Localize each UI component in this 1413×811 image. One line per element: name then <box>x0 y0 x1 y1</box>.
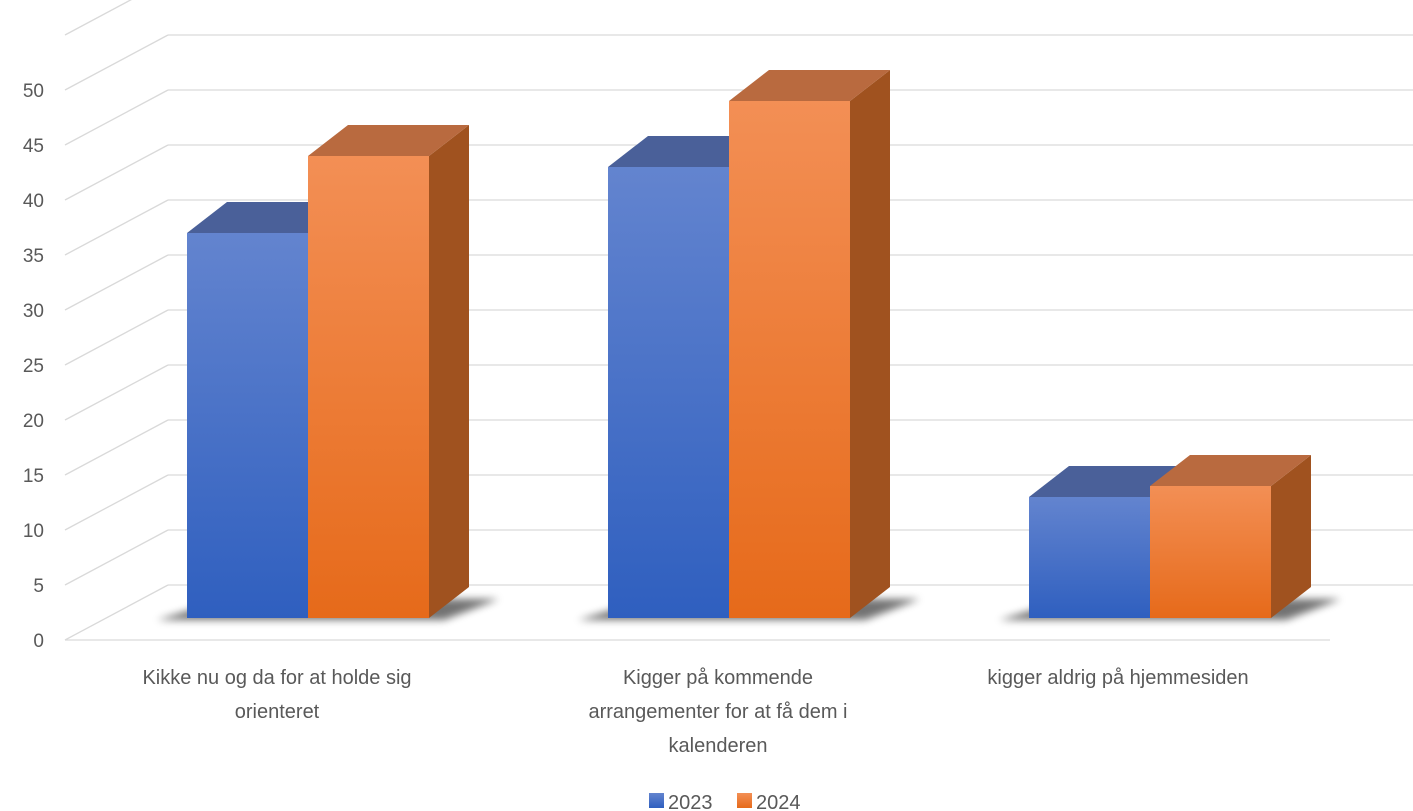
y-tick-label: 25 <box>23 356 44 377</box>
bar-top <box>729 70 890 101</box>
bar-top <box>308 125 469 156</box>
bar-2023-1 <box>187 233 308 618</box>
y-axis: 0 5 10 15 20 25 30 35 40 45 50 <box>23 81 44 652</box>
y-tick-label: 10 <box>23 521 44 542</box>
legend: 2023 2024 <box>649 792 801 811</box>
bar-2024-1 <box>308 156 429 618</box>
legend-label: 2024 <box>756 792 801 811</box>
gridline-diagonal <box>64 364 169 421</box>
bar-side <box>429 125 469 618</box>
y-tick-label: 35 <box>23 246 44 267</box>
bar-side <box>850 70 890 618</box>
bar-2024-3 <box>1150 486 1271 618</box>
bar-2024-2 <box>729 101 850 618</box>
bar-top <box>1029 466 1190 497</box>
gridline-diagonal <box>64 0 132 36</box>
y-tick-label: 20 <box>23 411 44 432</box>
y-tick-label: 0 <box>33 631 44 652</box>
y-tick-label: 40 <box>23 191 44 212</box>
x-axis: Kikke nu og da for at holde sig orientere… <box>142 667 1248 757</box>
gridline-diagonal <box>64 309 169 366</box>
gridline-diagonal <box>64 199 169 256</box>
bar-top <box>1150 455 1311 486</box>
category-label: Kigger på kommende arrangementer for at f… <box>588 667 847 757</box>
gridline-diagonal <box>64 144 169 201</box>
legend-item: 2023 <box>649 792 713 811</box>
bar-side <box>1271 455 1311 618</box>
gridline-diagonal <box>64 584 169 641</box>
bar-2023-3 <box>1029 497 1150 618</box>
legend-swatch <box>737 793 752 808</box>
legend-label: 2023 <box>668 792 713 811</box>
category-label: Kikke nu og da for at holde sig orientere… <box>142 667 411 723</box>
gridline-diagonal <box>64 419 169 476</box>
y-tick-label: 50 <box>23 81 44 102</box>
gridline-diagonal <box>64 254 169 311</box>
legend-swatch <box>649 793 664 808</box>
gridline-diagonal <box>64 89 169 146</box>
y-tick-label: 5 <box>33 576 44 597</box>
bar-top <box>608 136 769 167</box>
bar-2023-2 <box>608 167 729 618</box>
gridline-diagonal <box>64 474 169 531</box>
y-tick-label: 15 <box>23 466 44 487</box>
category-label: kigger aldrig på hjemmesiden <box>987 667 1248 689</box>
bars <box>157 70 1341 620</box>
legend-item: 2024 <box>737 792 801 811</box>
y-tick-label: 45 <box>23 136 44 157</box>
bar-top <box>187 202 348 233</box>
gridline-diagonal <box>64 529 169 586</box>
gridline-diagonal <box>64 34 169 91</box>
y-tick-label: 30 <box>23 301 44 322</box>
